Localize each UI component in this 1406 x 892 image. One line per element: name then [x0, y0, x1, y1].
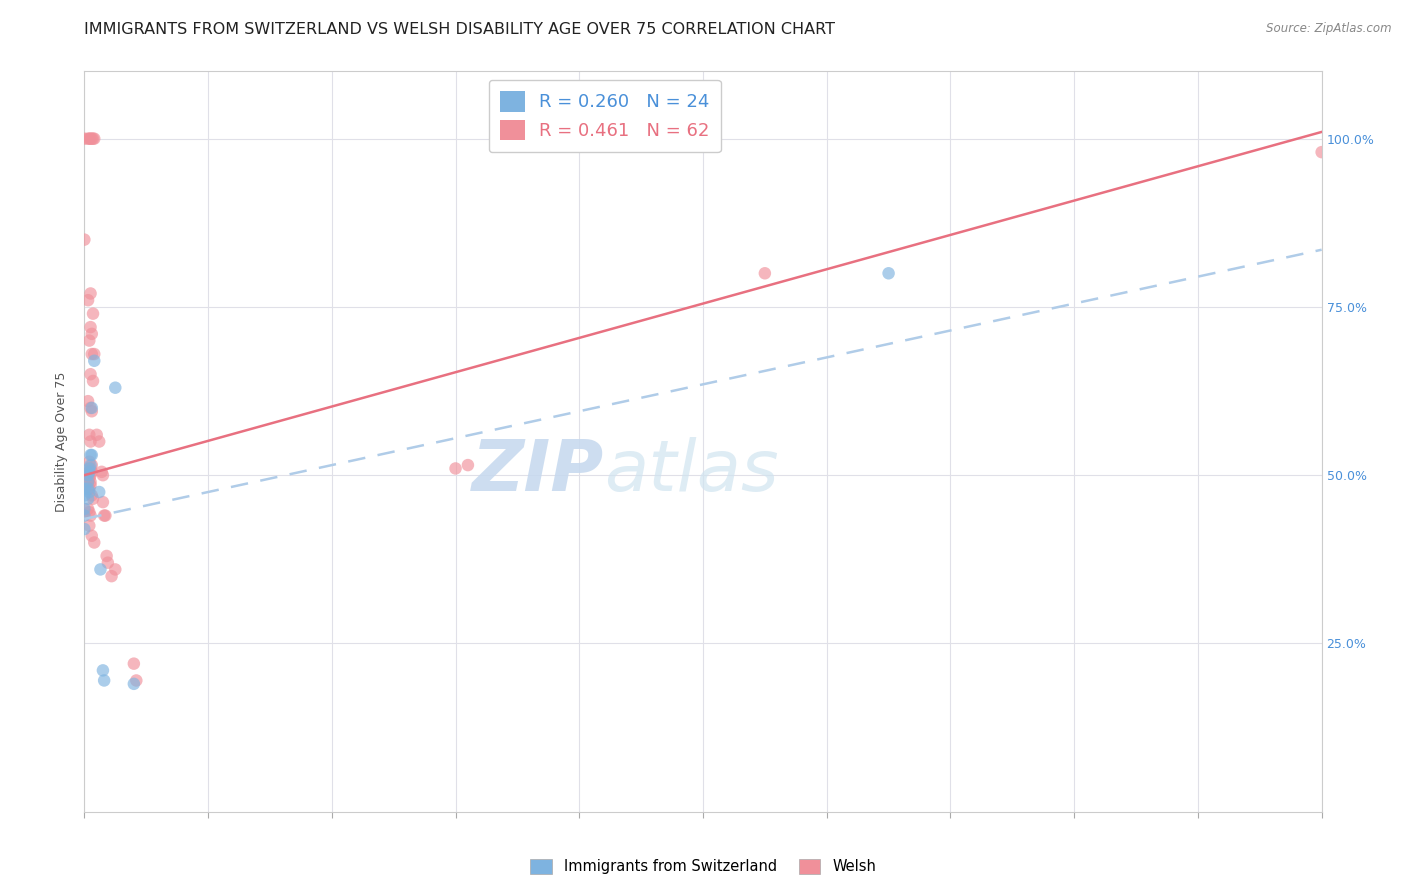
- Legend: R = 0.260   N = 24, R = 0.461   N = 62: R = 0.260 N = 24, R = 0.461 N = 62: [489, 79, 721, 152]
- Point: [104, 381, 127, 395]
- Point: [82, 374, 104, 388]
- Text: ZIP: ZIP: [472, 437, 605, 506]
- Point: [79, 471, 101, 485]
- Point: [77, 293, 100, 308]
- Point: [82, 307, 104, 321]
- Point: [79, 286, 101, 301]
- Point: [86, 427, 108, 442]
- Point: [79, 427, 101, 442]
- Point: [80, 488, 103, 502]
- Point: [91, 495, 114, 509]
- Point: [91, 468, 114, 483]
- Text: Source: ZipAtlas.com: Source: ZipAtlas.com: [1267, 22, 1392, 36]
- Point: [77, 482, 100, 496]
- Point: [79, 461, 101, 475]
- Point: [77, 468, 100, 483]
- Point: [79, 131, 101, 145]
- Point: [91, 664, 114, 678]
- Point: [80, 326, 103, 341]
- Point: [79, 465, 101, 479]
- Point: [83, 353, 105, 368]
- Point: [80, 465, 103, 479]
- Point: [80, 401, 103, 415]
- Point: [104, 562, 127, 576]
- Point: [80, 131, 103, 145]
- Point: [73, 482, 96, 496]
- Point: [73, 522, 96, 536]
- Point: [83, 347, 105, 361]
- Point: [77, 491, 100, 506]
- Point: [125, 673, 148, 688]
- Point: [79, 401, 101, 415]
- Point: [877, 266, 900, 280]
- Point: [77, 394, 100, 409]
- Point: [77, 475, 100, 489]
- Point: [82, 131, 104, 145]
- Point: [73, 508, 96, 523]
- Point: [444, 461, 467, 475]
- Point: [100, 569, 122, 583]
- Point: [83, 131, 105, 145]
- Point: [73, 501, 96, 516]
- Point: [94, 508, 117, 523]
- Point: [79, 434, 101, 449]
- Point: [73, 233, 96, 247]
- Point: [79, 131, 101, 145]
- Point: [90, 465, 112, 479]
- Point: [79, 505, 101, 519]
- Point: [79, 455, 101, 469]
- Point: [83, 535, 105, 549]
- Point: [97, 556, 120, 570]
- Point: [1310, 145, 1333, 160]
- Point: [77, 131, 100, 145]
- Text: IMMIGRANTS FROM SWITZERLAND VS WELSH DISABILITY AGE OVER 75 CORRELATION CHART: IMMIGRANTS FROM SWITZERLAND VS WELSH DIS…: [84, 22, 835, 37]
- Point: [79, 475, 101, 489]
- Point: [80, 529, 103, 543]
- Point: [79, 458, 101, 472]
- Point: [79, 482, 101, 496]
- Point: [80, 458, 103, 472]
- Legend: Immigrants from Switzerland, Welsh: Immigrants from Switzerland, Welsh: [524, 853, 882, 880]
- Point: [80, 347, 103, 361]
- Y-axis label: Disability Age Over 75: Disability Age Over 75: [55, 371, 69, 512]
- Point: [89, 562, 111, 576]
- Point: [457, 458, 479, 472]
- Point: [79, 478, 101, 492]
- Point: [79, 465, 101, 479]
- Point: [77, 475, 100, 489]
- Point: [93, 673, 115, 688]
- Point: [80, 404, 103, 418]
- Text: atlas: atlas: [605, 437, 779, 506]
- Point: [89, 485, 111, 500]
- Point: [122, 677, 145, 691]
- Point: [89, 434, 111, 449]
- Point: [79, 320, 101, 334]
- Point: [79, 518, 101, 533]
- Point: [79, 468, 101, 483]
- Point: [79, 461, 101, 475]
- Point: [79, 448, 101, 462]
- Point: [93, 508, 115, 523]
- Point: [122, 657, 145, 671]
- Point: [79, 368, 101, 382]
- Point: [77, 468, 100, 483]
- Point: [73, 131, 96, 145]
- Point: [79, 334, 101, 348]
- Point: [77, 501, 100, 516]
- Point: [79, 485, 101, 500]
- Point: [80, 448, 103, 462]
- Point: [73, 488, 96, 502]
- Point: [82, 491, 104, 506]
- Point: [96, 549, 118, 563]
- Point: [754, 266, 776, 280]
- Point: [79, 508, 101, 523]
